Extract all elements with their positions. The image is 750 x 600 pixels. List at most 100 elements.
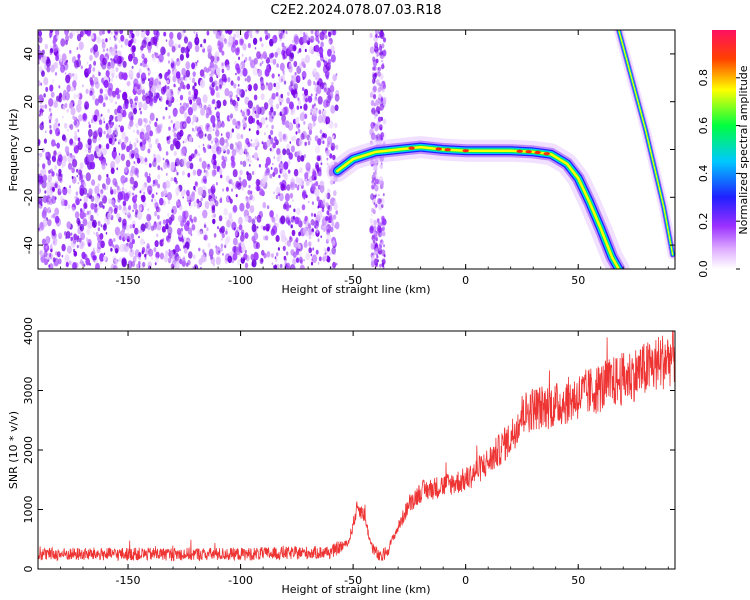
noise-point (172, 75, 177, 83)
noise-point (133, 180, 138, 189)
noise-point (176, 227, 182, 236)
noise-point (194, 82, 197, 87)
noise-point (183, 123, 186, 128)
noise-point (290, 216, 295, 223)
noise-point (266, 205, 270, 210)
noise-point (262, 51, 268, 59)
noise-point (73, 250, 78, 257)
noise-band-point (376, 51, 380, 57)
noise-point (60, 64, 65, 73)
noise-point (269, 97, 274, 105)
snr-line (38, 331, 675, 562)
noise-point (64, 60, 68, 66)
noise-point (159, 239, 164, 247)
noise-point (251, 223, 257, 233)
noise-band-point (375, 194, 377, 198)
noise-band-point (382, 37, 387, 43)
noise-point (238, 56, 241, 60)
noise-point (243, 209, 250, 219)
noise-point (45, 235, 51, 245)
noise-point (224, 88, 230, 97)
noise-point (215, 31, 221, 40)
noise-point (39, 104, 43, 110)
noise-point (38, 30, 42, 37)
noise-point (94, 203, 97, 208)
noise-band-point (369, 226, 374, 234)
noise-point (42, 174, 48, 182)
noise-point (50, 215, 53, 219)
noise-point (219, 33, 225, 43)
noise-point (44, 190, 47, 194)
noise-band-point (370, 193, 375, 201)
noise-band-point (380, 180, 384, 187)
noise-point (310, 212, 314, 217)
noise-point (125, 159, 131, 168)
noise-point (204, 201, 210, 209)
noise-point (97, 234, 103, 243)
noise-point (248, 115, 254, 125)
noise-point (280, 215, 286, 225)
noise-point (235, 120, 241, 130)
noise-point (40, 82, 43, 86)
noise-point (172, 137, 178, 147)
noise-point (212, 263, 215, 267)
noise-point (264, 85, 268, 91)
noise-point (180, 220, 185, 227)
noise-point (274, 256, 277, 260)
noise-point (132, 37, 137, 44)
noise-point (234, 60, 237, 65)
noise-point (122, 206, 128, 215)
noise-point (224, 217, 227, 220)
noise-point (159, 123, 163, 129)
noise-point (113, 155, 116, 160)
noise-point (326, 233, 332, 242)
noise-point (58, 123, 60, 127)
noise-point (165, 180, 171, 189)
noise-band-point (379, 239, 384, 246)
noise-point (94, 185, 100, 195)
noise-point (287, 169, 291, 174)
noise-point (167, 192, 172, 201)
noise-point (251, 218, 256, 225)
noise-point (245, 153, 252, 163)
noise-point (72, 103, 75, 107)
noise-point (85, 88, 89, 95)
noise-point (126, 80, 131, 87)
noise-point (60, 58, 63, 62)
noise-point (123, 139, 128, 145)
noise-point (126, 242, 129, 247)
noise-point (128, 33, 132, 39)
noise-point (291, 136, 294, 142)
noise-point (126, 232, 130, 239)
noise-point (97, 220, 101, 226)
noise-point (218, 215, 223, 222)
noise-point (129, 248, 135, 258)
noise-point (38, 139, 41, 145)
noise-point (301, 204, 306, 211)
noise-point (234, 39, 239, 46)
noise-point (51, 195, 57, 204)
noise-point (111, 149, 117, 159)
noise-band-point (379, 163, 383, 169)
noise-point (213, 233, 217, 238)
noise-point (226, 64, 231, 71)
noise-point (149, 120, 152, 124)
noise-point (285, 30, 288, 35)
noise-point (212, 218, 216, 225)
noise-point (321, 200, 326, 208)
noise-point (158, 53, 164, 63)
noise-point (221, 237, 223, 241)
noise-point (74, 195, 77, 200)
noise-point (79, 241, 84, 250)
noise-point (69, 102, 73, 110)
noise-point (196, 198, 200, 204)
noise-point (132, 193, 135, 197)
noise-point (221, 155, 225, 161)
noise-band-point (381, 262, 385, 267)
noise-point (154, 210, 158, 217)
noise-point (110, 247, 113, 252)
noise-point (91, 179, 96, 186)
noise-point (157, 214, 160, 220)
noise-point (76, 58, 82, 68)
noise-point (50, 45, 52, 49)
